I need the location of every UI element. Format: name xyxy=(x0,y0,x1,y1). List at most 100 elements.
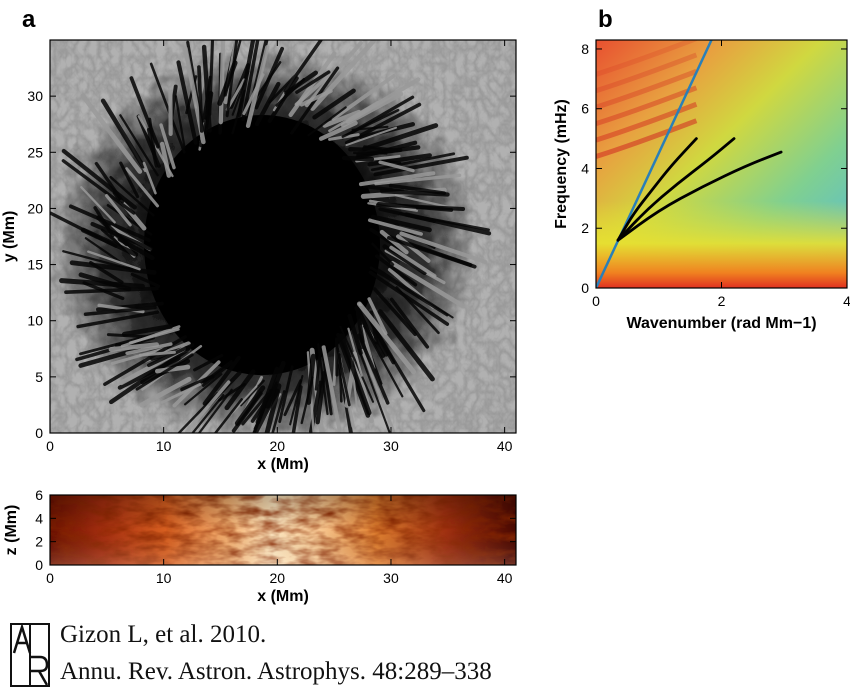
filament xyxy=(354,306,386,358)
filament xyxy=(360,348,396,433)
filament xyxy=(119,161,140,199)
filament xyxy=(372,287,417,336)
ridge-bands xyxy=(596,40,698,159)
filament xyxy=(80,186,116,224)
filament xyxy=(96,301,164,312)
filament xyxy=(378,160,415,173)
filament xyxy=(197,65,204,133)
y-tick-label: 5 xyxy=(35,369,43,385)
filament xyxy=(174,95,186,149)
x-tick-label: 0 xyxy=(592,293,600,309)
x-tick-label: 30 xyxy=(383,570,399,586)
y-tick-label: 2 xyxy=(35,534,43,550)
filament xyxy=(387,236,477,269)
panel-b-label: b xyxy=(598,6,613,33)
filament xyxy=(265,360,286,409)
filament xyxy=(224,369,256,411)
filament xyxy=(310,40,376,111)
filament xyxy=(100,98,146,169)
x-tick-label: 20 xyxy=(270,438,286,454)
x-tick-label: 0 xyxy=(46,570,54,586)
filament xyxy=(239,379,265,407)
y-tick-label: 0 xyxy=(581,280,589,296)
x-tick-label: 40 xyxy=(497,570,513,586)
filament xyxy=(121,324,173,337)
filament xyxy=(252,388,280,433)
filament xyxy=(117,237,155,261)
filament xyxy=(341,108,400,138)
lamb-line-series xyxy=(596,40,713,288)
slice-frame xyxy=(49,494,517,566)
filament xyxy=(59,278,145,289)
filament xyxy=(193,353,224,372)
y-axis-label: Frequency (mHz) xyxy=(553,99,570,229)
filament xyxy=(389,245,437,278)
filament xyxy=(377,309,435,382)
filament xyxy=(377,268,454,319)
filament xyxy=(375,329,426,413)
filament xyxy=(217,60,238,106)
filament xyxy=(361,123,439,152)
y-tick-label: 15 xyxy=(27,257,43,273)
filament xyxy=(291,385,303,433)
filament xyxy=(264,383,282,433)
filament xyxy=(149,62,186,154)
x-tick-label: 0 xyxy=(46,438,54,454)
x-tick-label: 40 xyxy=(497,438,513,454)
x-tick-label: 2 xyxy=(718,293,726,309)
y-tick-label: 20 xyxy=(27,200,43,216)
filament xyxy=(197,388,233,433)
y-axis-label: z (Mm) xyxy=(3,505,20,556)
filament xyxy=(358,171,436,187)
filament xyxy=(312,88,356,120)
sunspot-image xyxy=(50,40,516,433)
filament xyxy=(146,128,158,168)
filament xyxy=(138,350,176,357)
x-tick-label: 10 xyxy=(156,438,172,454)
filament xyxy=(139,376,192,408)
filament xyxy=(295,70,331,94)
x-tick-label: 4 xyxy=(843,293,850,309)
y-tick-label: 6 xyxy=(35,487,43,503)
y-tick-label: 0 xyxy=(35,425,43,441)
y-tick-label: 2 xyxy=(581,220,589,236)
filament xyxy=(352,151,388,155)
filament xyxy=(128,327,180,345)
ridge-band xyxy=(596,85,698,127)
y-tick-label: 0 xyxy=(35,557,43,573)
filament xyxy=(110,346,168,365)
y-tick-label: 8 xyxy=(581,41,589,57)
filament xyxy=(208,40,215,116)
ridge-curve-2 xyxy=(616,137,736,242)
filament xyxy=(241,392,269,426)
ridge-band xyxy=(596,118,698,159)
filament xyxy=(142,161,157,195)
filament xyxy=(64,286,159,295)
filament xyxy=(341,155,375,162)
filament xyxy=(218,40,226,125)
filament xyxy=(382,244,427,276)
filament xyxy=(367,218,423,236)
filament xyxy=(314,348,322,391)
x-axis-label: Wavenumber (rad Mm−1) xyxy=(626,315,816,332)
vertical-slice-image xyxy=(50,495,516,565)
filament xyxy=(368,270,450,326)
filament xyxy=(283,379,303,417)
x-tick-label: 30 xyxy=(383,438,399,454)
filament xyxy=(202,360,233,384)
filament xyxy=(159,123,176,170)
filament xyxy=(370,214,432,233)
ridge-band xyxy=(596,52,698,94)
filament xyxy=(83,305,157,317)
filament xyxy=(379,189,450,197)
filament xyxy=(80,227,139,257)
filament xyxy=(399,212,490,232)
filament xyxy=(369,266,449,317)
filament xyxy=(390,260,466,309)
filament xyxy=(147,343,195,368)
filament xyxy=(347,313,363,356)
ridge-band xyxy=(596,69,698,110)
filament xyxy=(160,383,202,404)
filament xyxy=(379,229,409,255)
panel-a-label: a xyxy=(22,6,36,33)
